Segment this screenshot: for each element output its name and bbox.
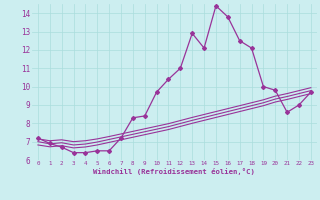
X-axis label: Windchill (Refroidissement éolien,°C): Windchill (Refroidissement éolien,°C) (93, 168, 255, 175)
